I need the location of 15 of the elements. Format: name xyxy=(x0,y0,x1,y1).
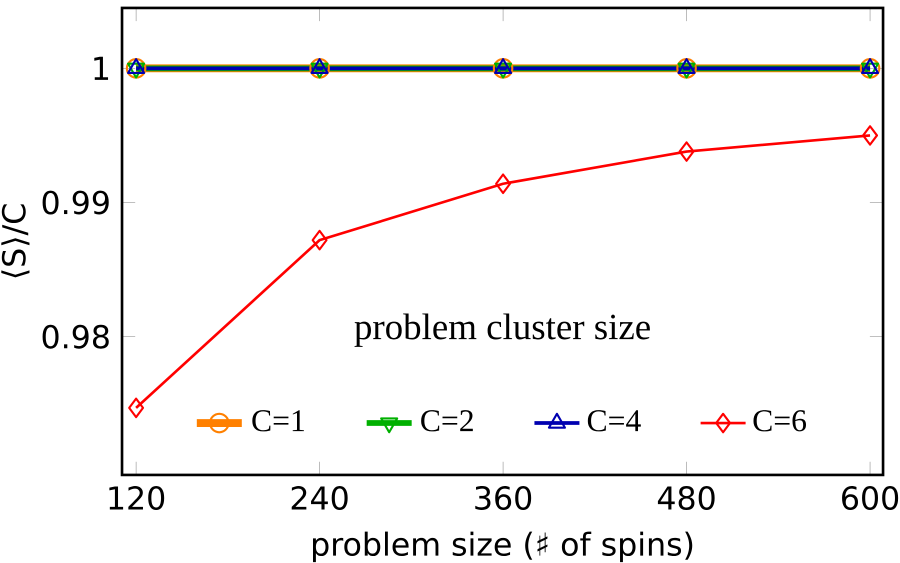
x-tick-label: 600 xyxy=(842,486,898,510)
x-tick-label: 120 xyxy=(109,486,164,510)
legend-label: C=2 xyxy=(421,410,473,432)
legend-label: C=4 xyxy=(588,410,641,432)
y-axis-title: ⟨S⟩/C xyxy=(1,204,30,278)
y-tick-label: 0.98 xyxy=(42,324,109,349)
y-tick-label: 0.99 xyxy=(42,190,109,215)
x-tick-label: 480 xyxy=(658,486,715,510)
x-tick-label: 360 xyxy=(475,486,532,510)
x-tick-label: 240 xyxy=(292,486,348,510)
legend-label: C=1 xyxy=(252,410,304,432)
legend-title: problem cluster size xyxy=(354,313,650,347)
y-tick-label: 1 xyxy=(94,56,108,80)
x-axis-title: problem size (♯ of spins) xyxy=(313,532,692,562)
legend-label: C=6 xyxy=(753,410,806,432)
